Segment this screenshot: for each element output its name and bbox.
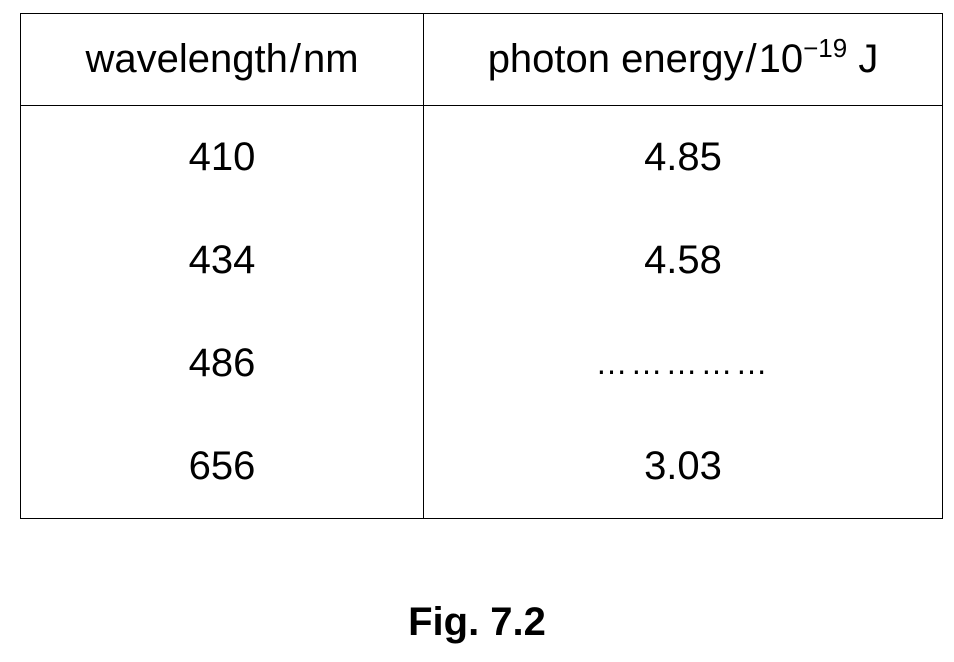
header-wavelength-slash: /	[289, 37, 301, 81]
data-table: wavelength/nm photon energy/10−19 J 410 …	[20, 13, 943, 520]
header-energy-quantity: photon energy	[487, 37, 744, 81]
wavelength-cell: 434	[20, 208, 424, 312]
header-energy-slash: /	[745, 37, 757, 81]
energy-answer-blank: ……………	[423, 312, 943, 416]
table-row: 656 3.03	[20, 415, 943, 520]
wavelength-cell: 410	[20, 105, 424, 209]
header-energy-unit-base: 10	[758, 37, 804, 81]
energy-cell: 3.03	[423, 415, 943, 520]
table-row: 486 ……………	[20, 312, 943, 416]
wavelength-cell: 486	[20, 312, 424, 416]
header-wavelength-quantity: wavelength	[85, 37, 288, 81]
header-photon-energy: photon energy/10−19 J	[423, 13, 943, 106]
header-energy-unit-suffix: J	[858, 37, 879, 81]
wavelength-cell: 656	[20, 415, 424, 520]
header-energy-unit-exponent: −19	[803, 33, 848, 63]
table-row: 434 4.58	[20, 208, 943, 312]
energy-cell: 4.85	[423, 105, 943, 209]
figure-caption: Fig. 7.2	[408, 600, 546, 644]
header-wavelength: wavelength/nm	[20, 13, 424, 106]
energy-cell: 4.58	[423, 208, 943, 312]
table-row: 410 4.85	[20, 105, 943, 209]
header-wavelength-unit: nm	[302, 37, 359, 81]
header-row: wavelength/nm photon energy/10−19 J	[20, 13, 943, 106]
